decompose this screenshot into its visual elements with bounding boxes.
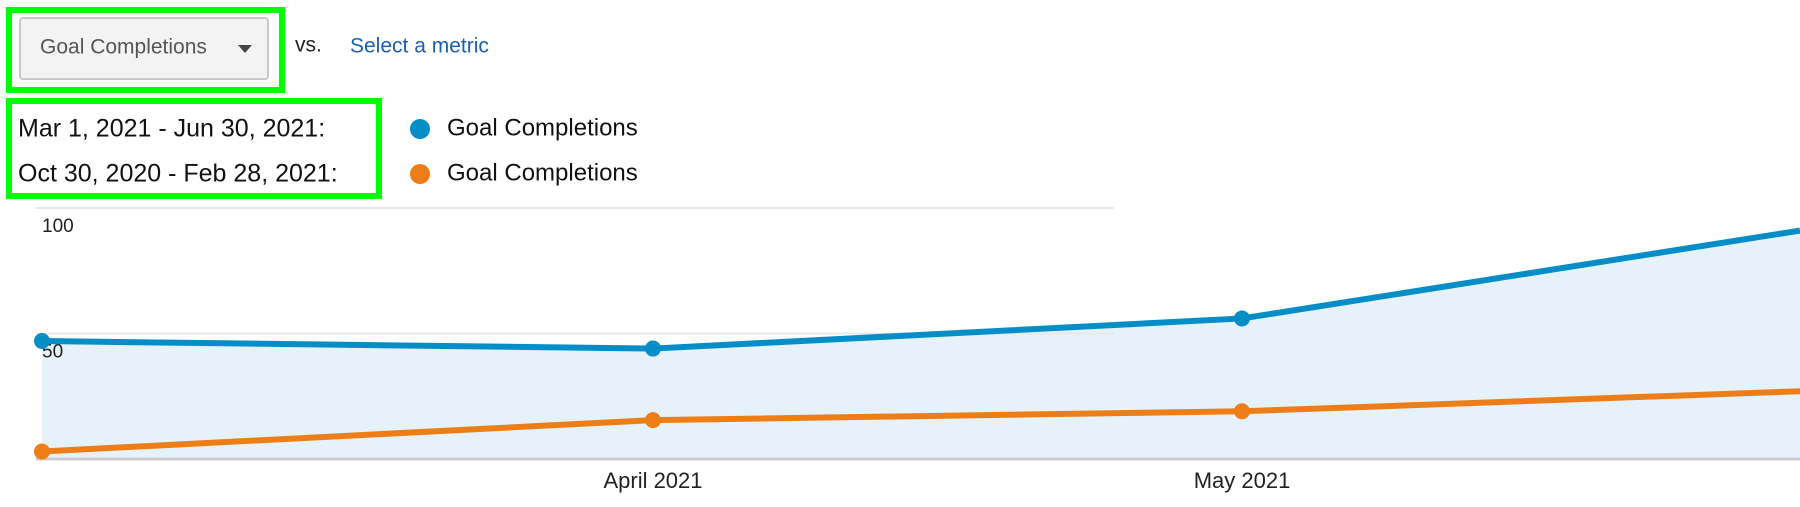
data-point (645, 340, 661, 357)
date-range: Mar 1, 2021 - Jun 30, 2021: (18, 115, 325, 143)
data-point (34, 443, 50, 460)
x-tick-label: April 2021 (603, 468, 702, 493)
area-fill (42, 230, 1800, 459)
legend-label: Goal Completions (447, 114, 638, 141)
data-point (645, 412, 661, 429)
data-point (34, 333, 50, 350)
highlight-box (6, 7, 285, 93)
data-point (1234, 403, 1250, 420)
dropdown-arrow (238, 45, 252, 53)
dropdown-label: Goal Completions (40, 36, 207, 59)
series-line (41, 388, 1800, 455)
legend-dot (410, 164, 430, 184)
x-tick-label: May 2021 (1194, 468, 1291, 493)
series-line (41, 227, 1800, 352)
legend-label: Goal Completions (447, 159, 638, 186)
y-tick-label: 100 (42, 216, 74, 237)
vs-label: vs. (295, 34, 322, 57)
data-point (1234, 310, 1250, 327)
metric-dropdown[interactable] (19, 17, 269, 80)
date-range: Oct 30, 2020 - Feb 28, 2021: (18, 160, 338, 188)
select-metric-link[interactable]: Select a metric (350, 35, 489, 58)
legend-dot (410, 119, 430, 139)
highlight-box (6, 98, 382, 199)
